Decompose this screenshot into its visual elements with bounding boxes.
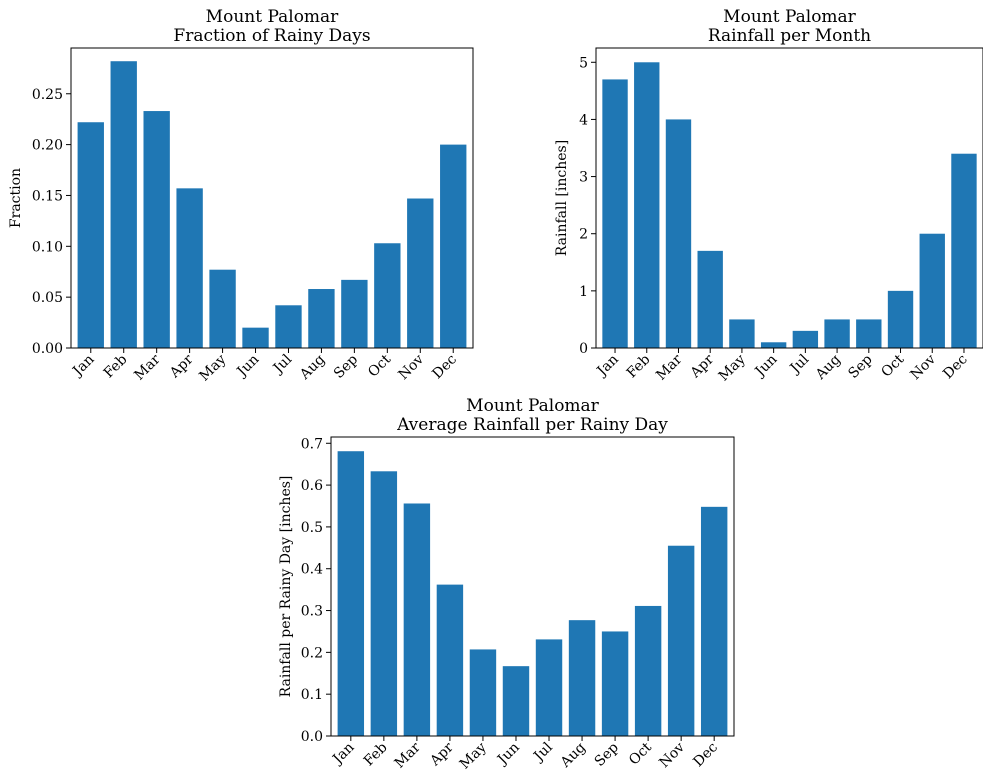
chart-title-line: Fraction of Rainy Days [173, 26, 370, 46]
y-tick-label: 0.2 [301, 645, 323, 661]
bar-feb [110, 61, 137, 349]
bar-oct [887, 290, 914, 348]
bar-sep [341, 279, 368, 348]
plot-frame [70, 47, 474, 349]
chart-title-line: Mount Palomar [723, 7, 857, 27]
bar-jul [535, 639, 563, 736]
bar-feb [370, 471, 398, 736]
y-axis-label: Fraction [8, 168, 24, 228]
bar-aug [308, 289, 335, 348]
chart-title-line: Rainfall per Month [708, 26, 871, 46]
y-tick-label: 1 [579, 284, 588, 300]
plot-frame [595, 47, 983, 349]
chart-panel-rainfall-per-month: Mount Palomar Rainfall per Month012345Jan… [554, 7, 983, 384]
y-tick-label: 5 [579, 55, 588, 71]
bar-nov [407, 198, 434, 348]
y-tick-label: 4 [579, 112, 588, 128]
bar-jun [760, 342, 787, 348]
y-tick-label: 0.05 [32, 290, 63, 306]
chart-title-line: Average Rainfall per Rainy Day [396, 415, 668, 435]
bar-nov [919, 233, 945, 348]
y-tick-label: 0.00 [32, 341, 63, 357]
y-tick-label: 0.4 [301, 562, 323, 578]
y-tick-label: 2 [579, 227, 588, 243]
bar-may [209, 269, 236, 348]
chart-title: Mount Palomar Fraction of Rainy Days [173, 7, 370, 46]
bar-jan [77, 122, 104, 348]
chart-title: Mount Palomar Rainfall per Month [708, 7, 871, 46]
bar-jan [602, 79, 628, 348]
bar-sep [601, 631, 629, 736]
y-tick-label: 0.1 [301, 687, 323, 703]
chart-title: Mount Palomar Average Rainfall per Rainy … [396, 396, 668, 435]
y-tick-label: 0.3 [301, 604, 323, 620]
y-tick-label: 0.0 [301, 729, 323, 745]
bar-aug [568, 620, 596, 736]
plot-frame [330, 436, 735, 737]
y-tick-label: 3 [579, 170, 588, 186]
bar-sep [856, 319, 882, 348]
y-tick-label: 0.20 [32, 138, 63, 154]
y-tick-label: 0.25 [32, 87, 63, 103]
chart-title-line: Mount Palomar [206, 7, 340, 27]
y-axis-label: Rainfall per Rainy Day [inches] [278, 476, 294, 698]
chart-panel-rainy-days-fraction: Mount Palomar Fraction of Rainy Days 0.00 0… [8, 7, 474, 384]
bar-nov [667, 545, 695, 736]
y-tick-label: 0.15 [32, 188, 63, 204]
bar-jul [275, 305, 302, 348]
bar-apr [436, 584, 464, 736]
y-tick-label: 0.10 [32, 239, 63, 255]
bar-jan [337, 451, 365, 736]
bar-mar [403, 503, 431, 736]
bar-dec [700, 506, 728, 736]
bar-feb [634, 62, 660, 349]
bar-jun [242, 327, 269, 348]
bar-aug [824, 319, 850, 348]
y-tick-label: 0.6 [301, 478, 323, 494]
bar-may [729, 319, 755, 348]
bar-may [469, 649, 497, 736]
y-tick-label: 0.5 [301, 520, 323, 536]
y-axis-label: Rainfall [inches] [554, 140, 570, 256]
bar-jul [792, 330, 819, 348]
bar-jun [502, 666, 530, 736]
bar-apr [697, 250, 723, 348]
bar-dec [440, 144, 467, 348]
bar-dec [951, 153, 977, 348]
y-tick-label: 0.7 [301, 436, 323, 452]
y-tick-label: 0 [579, 341, 588, 357]
chart-title-line: Mount Palomar [466, 396, 600, 416]
bar-mar [143, 111, 170, 349]
bar-oct [634, 605, 662, 736]
bar-apr [176, 188, 203, 348]
bar-oct [374, 243, 401, 348]
bar-mar [665, 119, 692, 348]
